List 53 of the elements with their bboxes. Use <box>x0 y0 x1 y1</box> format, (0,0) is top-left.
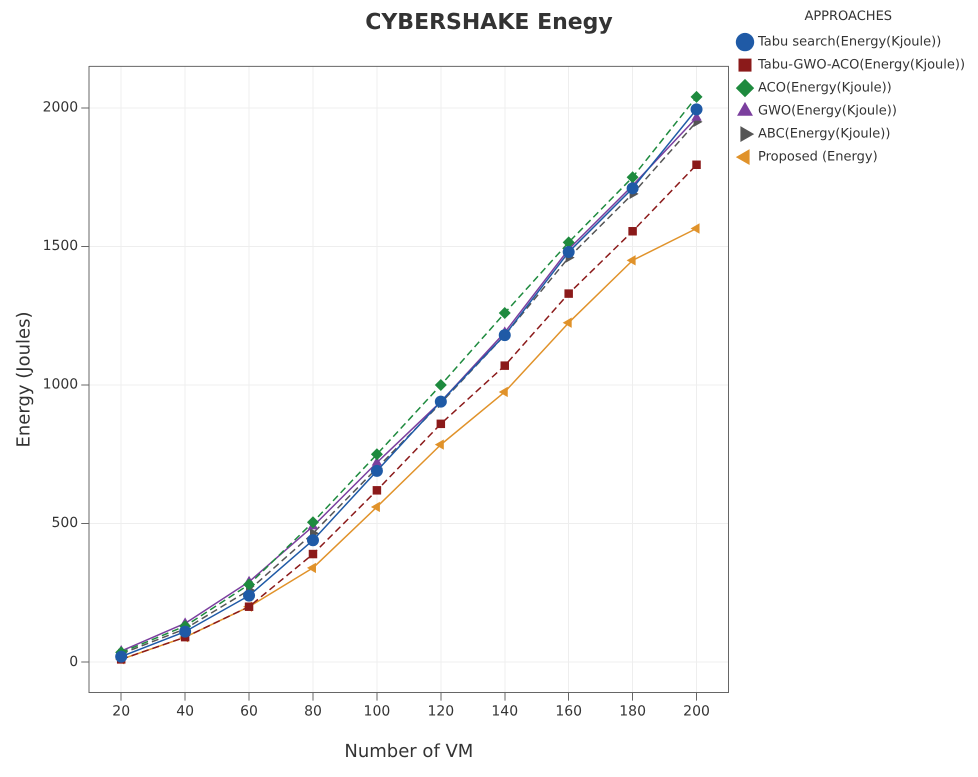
point <box>306 516 319 528</box>
point <box>690 90 703 103</box>
point <box>434 379 447 392</box>
x-tick-label: 100 <box>364 704 390 720</box>
legend-label: ABC(Energy(Kjoule)) <box>758 126 890 142</box>
legend-label: ACO(Energy(Kjoule)) <box>758 80 892 96</box>
point <box>628 227 637 236</box>
y-tick-label: 0 <box>69 654 78 670</box>
legend-label: Tabu-GWO-ACO(Energy(Kjoule)) <box>757 57 966 72</box>
point <box>690 103 703 116</box>
point <box>626 182 639 194</box>
point <box>690 223 700 234</box>
point <box>434 396 447 408</box>
point <box>626 171 639 184</box>
chart-title: CYBERSHAKE Enegy <box>365 10 613 35</box>
point <box>243 590 256 602</box>
point <box>436 420 446 428</box>
legend-label: Tabu search(Energy(Kjoule)) <box>757 34 942 50</box>
x-axis-title: Number of VM <box>344 740 474 762</box>
legend-label: Proposed (Energy) <box>758 149 878 164</box>
y-tick-label: 500 <box>51 515 78 532</box>
x-tick-label: 60 <box>240 704 258 720</box>
point <box>434 439 444 450</box>
legend-label: GWO(Energy(Kjoule)) <box>758 103 897 118</box>
point <box>179 626 192 638</box>
point <box>306 534 319 546</box>
legend-title: APPROACHES <box>804 8 892 24</box>
point <box>564 289 573 298</box>
x-tick-label: 180 <box>619 704 646 720</box>
y-axis-title: Energy (Joules) <box>13 312 34 448</box>
x-tick-label: 20 <box>112 704 130 720</box>
y-tick-label: 2000 <box>42 100 78 116</box>
y-tick-label: 1500 <box>42 238 78 254</box>
point <box>308 550 318 558</box>
point <box>498 307 511 319</box>
x-tick-label: 160 <box>555 704 582 720</box>
point <box>370 464 383 477</box>
point <box>115 650 128 663</box>
x-tick-label: 120 <box>427 704 454 720</box>
x-tick-label: 80 <box>304 704 322 720</box>
x-tick-label: 140 <box>491 704 518 720</box>
point <box>626 255 636 266</box>
point <box>370 448 383 460</box>
point <box>500 361 509 370</box>
x-tick-label: 200 <box>683 704 710 720</box>
point <box>243 578 256 591</box>
point <box>372 486 382 495</box>
point <box>562 246 575 258</box>
x-tick-label: 40 <box>176 704 194 720</box>
point <box>692 160 701 170</box>
point <box>498 386 508 398</box>
point <box>562 318 572 328</box>
y-tick-label: 1000 <box>42 376 78 393</box>
